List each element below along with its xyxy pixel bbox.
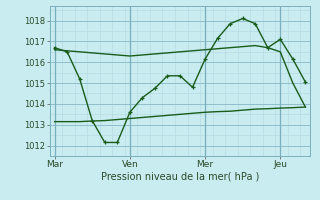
- X-axis label: Pression niveau de la mer( hPa ): Pression niveau de la mer( hPa ): [101, 172, 259, 182]
